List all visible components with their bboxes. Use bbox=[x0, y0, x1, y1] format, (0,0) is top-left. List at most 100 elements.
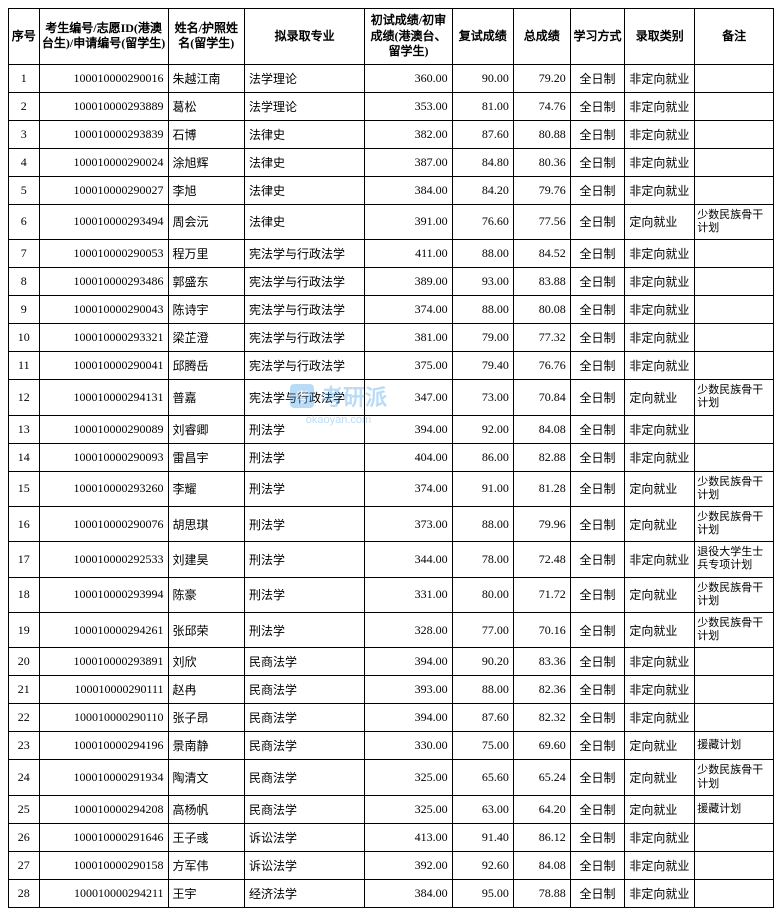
cell-score1: 384.00 bbox=[365, 176, 452, 204]
cell-id: 100010000294208 bbox=[39, 795, 168, 823]
cell-remark bbox=[695, 648, 774, 676]
cell-name: 张邱荣 bbox=[168, 613, 245, 648]
cell-major: 民商法学 bbox=[245, 760, 365, 795]
cell-name: 郭盛东 bbox=[168, 268, 245, 296]
cell-mode: 全日制 bbox=[570, 324, 625, 352]
cell-score3: 80.08 bbox=[513, 296, 570, 324]
cell-seq: 15 bbox=[9, 471, 40, 506]
cell-score2: 84.20 bbox=[452, 176, 513, 204]
cell-seq: 4 bbox=[9, 148, 40, 176]
cell-major: 法学理论 bbox=[245, 64, 365, 92]
cell-remark: 援藏计划 bbox=[695, 795, 774, 823]
cell-category: 非定向就业 bbox=[625, 415, 695, 443]
cell-major: 刑法学 bbox=[245, 506, 365, 541]
cell-score3: 65.24 bbox=[513, 760, 570, 795]
cell-major: 法律史 bbox=[245, 176, 365, 204]
cell-score1: 353.00 bbox=[365, 92, 452, 120]
cell-score3: 81.28 bbox=[513, 471, 570, 506]
cell-remark bbox=[695, 176, 774, 204]
table-row: 7100010000290053程万里宪法学与行政法学411.0088.0084… bbox=[9, 240, 774, 268]
cell-score2: 79.40 bbox=[452, 352, 513, 380]
cell-remark: 少数民族骨干计划 bbox=[695, 380, 774, 415]
table-row: 18100010000293994陈豪刑法学331.0080.0071.72全日… bbox=[9, 577, 774, 612]
cell-score2: 65.60 bbox=[452, 760, 513, 795]
cell-mode: 全日制 bbox=[570, 64, 625, 92]
cell-seq: 12 bbox=[9, 380, 40, 415]
cell-category: 非定向就业 bbox=[625, 823, 695, 851]
cell-id: 100010000290024 bbox=[39, 148, 168, 176]
cell-category: 定向就业 bbox=[625, 760, 695, 795]
cell-score2: 90.20 bbox=[452, 648, 513, 676]
cell-major: 宪法学与行政法学 bbox=[245, 324, 365, 352]
cell-remark: 少数民族骨干计划 bbox=[695, 760, 774, 795]
cell-score3: 84.08 bbox=[513, 415, 570, 443]
cell-seq: 27 bbox=[9, 851, 40, 879]
cell-seq: 21 bbox=[9, 676, 40, 704]
cell-id: 100010000292533 bbox=[39, 542, 168, 577]
cell-score1: 325.00 bbox=[365, 760, 452, 795]
cell-major: 宪法学与行政法学 bbox=[245, 352, 365, 380]
cell-mode: 全日制 bbox=[570, 704, 625, 732]
table-row: 27100010000290158方军伟诉讼法学392.0092.6084.08… bbox=[9, 851, 774, 879]
cell-mode: 全日制 bbox=[570, 120, 625, 148]
table-row: 9100010000290043陈诗宇宪法学与行政法学374.0088.0080… bbox=[9, 296, 774, 324]
cell-remark: 退役大学生士兵专项计划 bbox=[695, 542, 774, 577]
cell-score2: 91.40 bbox=[452, 823, 513, 851]
cell-id: 100010000293891 bbox=[39, 648, 168, 676]
header-name: 姓名/护照姓名(留学生) bbox=[168, 9, 245, 65]
cell-score1: 374.00 bbox=[365, 296, 452, 324]
table-row: 10100010000293321梁芷澄宪法学与行政法学381.0079.007… bbox=[9, 324, 774, 352]
cell-seq: 22 bbox=[9, 704, 40, 732]
cell-score3: 77.32 bbox=[513, 324, 570, 352]
cell-name: 周会沅 bbox=[168, 204, 245, 239]
cell-score3: 70.84 bbox=[513, 380, 570, 415]
cell-score3: 83.88 bbox=[513, 268, 570, 296]
table-row: 20100010000293891刘欣民商法学394.0090.2083.36全… bbox=[9, 648, 774, 676]
cell-category: 非定向就业 bbox=[625, 120, 695, 148]
cell-score3: 78.88 bbox=[513, 879, 570, 907]
cell-id: 100010000293994 bbox=[39, 577, 168, 612]
table-row: 17100010000292533刘建昊刑法学344.0078.0072.48全… bbox=[9, 542, 774, 577]
cell-major: 宪法学与行政法学 bbox=[245, 296, 365, 324]
cell-seq: 5 bbox=[9, 176, 40, 204]
cell-seq: 28 bbox=[9, 879, 40, 907]
cell-major: 刑法学 bbox=[245, 415, 365, 443]
cell-major: 刑法学 bbox=[245, 443, 365, 471]
cell-score2: 95.00 bbox=[452, 879, 513, 907]
cell-seq: 1 bbox=[9, 64, 40, 92]
cell-remark bbox=[695, 823, 774, 851]
header-score1: 初试成绩/初审成绩(港澳台、留学生) bbox=[365, 9, 452, 65]
cell-name: 高杨帆 bbox=[168, 795, 245, 823]
cell-score2: 92.00 bbox=[452, 415, 513, 443]
cell-mode: 全日制 bbox=[570, 795, 625, 823]
cell-major: 法学理论 bbox=[245, 92, 365, 120]
cell-remark bbox=[695, 352, 774, 380]
table-row: 5100010000290027李旭法律史384.0084.2079.76全日制… bbox=[9, 176, 774, 204]
cell-category: 非定向就业 bbox=[625, 148, 695, 176]
cell-name: 陈豪 bbox=[168, 577, 245, 612]
cell-mode: 全日制 bbox=[570, 148, 625, 176]
table-row: 26100010000291646王子彧诉讼法学413.0091.4086.12… bbox=[9, 823, 774, 851]
cell-seq: 3 bbox=[9, 120, 40, 148]
cell-score2: 84.80 bbox=[452, 148, 513, 176]
cell-score2: 77.00 bbox=[452, 613, 513, 648]
cell-name: 梁芷澄 bbox=[168, 324, 245, 352]
table-row: 11100010000290041邱腾岳宪法学与行政法学375.0079.407… bbox=[9, 352, 774, 380]
cell-category: 定向就业 bbox=[625, 506, 695, 541]
cell-score2: 81.00 bbox=[452, 92, 513, 120]
cell-name: 景南静 bbox=[168, 732, 245, 760]
cell-score2: 80.00 bbox=[452, 577, 513, 612]
cell-id: 100010000293321 bbox=[39, 324, 168, 352]
table-row: 23100010000294196景南静民商法学330.0075.0069.60… bbox=[9, 732, 774, 760]
cell-seq: 26 bbox=[9, 823, 40, 851]
cell-score2: 73.00 bbox=[452, 380, 513, 415]
cell-score1: 330.00 bbox=[365, 732, 452, 760]
cell-score1: 325.00 bbox=[365, 795, 452, 823]
cell-category: 非定向就业 bbox=[625, 648, 695, 676]
cell-mode: 全日制 bbox=[570, 879, 625, 907]
cell-category: 非定向就业 bbox=[625, 64, 695, 92]
table-row: 22100010000290110张子昂民商法学394.0087.6082.32… bbox=[9, 704, 774, 732]
cell-mode: 全日制 bbox=[570, 648, 625, 676]
cell-score1: 394.00 bbox=[365, 704, 452, 732]
table-row: 25100010000294208高杨帆民商法学325.0063.0064.20… bbox=[9, 795, 774, 823]
